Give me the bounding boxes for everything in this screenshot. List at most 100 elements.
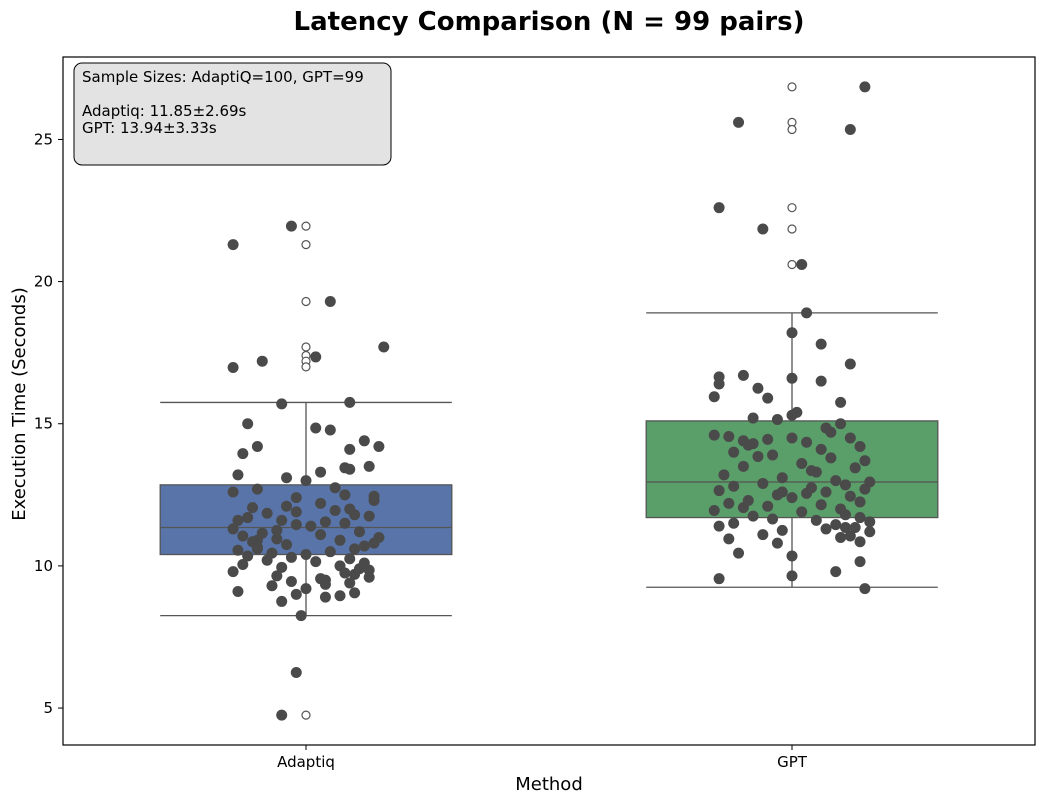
adaptiq-data-point (281, 472, 293, 484)
adaptiq-data-point (315, 497, 327, 509)
gpt-data-point (767, 449, 779, 461)
gpt-data-point (728, 480, 740, 492)
gpt-data-point (708, 429, 720, 441)
gpt-data-point (820, 486, 832, 498)
adaptiq-data-point (237, 530, 249, 542)
gpt-data-point (805, 465, 817, 477)
gpt-data-point (844, 432, 856, 444)
adaptiq-data-point (344, 463, 356, 475)
adaptiq-data-point (310, 556, 322, 568)
x-tick-label-gpt: GPT (777, 753, 808, 771)
chart-title: Latency Comparison (N = 99 pairs) (294, 7, 805, 37)
gpt-outlier-marker (787, 203, 797, 213)
gpt-data-point (776, 486, 788, 498)
gpt-data-point (713, 378, 725, 390)
adaptiq-box (159, 484, 453, 556)
adaptiq-data-point (324, 546, 336, 558)
gpt-data-point (859, 483, 871, 495)
gpt-data-point (786, 409, 798, 421)
gpt-data-point (815, 499, 827, 511)
adaptiq-data-point (300, 549, 312, 561)
annotation-line: GPT: 13.94±3.33s (82, 119, 217, 137)
adaptiq-data-point (349, 587, 361, 599)
adaptiq-data-point (363, 571, 375, 583)
annotation-line: Adaptiq: 11.85±2.69s (82, 102, 247, 120)
gpt-data-point (728, 446, 740, 458)
gpt-data-point (708, 504, 720, 516)
adaptiq-data-point (227, 523, 239, 535)
gpt-data-point (728, 517, 740, 529)
adaptiq-data-point (242, 418, 254, 430)
gpt-data-point (844, 490, 856, 502)
adaptiq-data-point (329, 482, 341, 494)
adaptiq-data-point (368, 490, 380, 502)
gpt-data-point (835, 396, 847, 408)
gpt-outlier-marker (787, 224, 797, 234)
adaptiq-data-point (242, 512, 254, 524)
y-tick-label: 15 (34, 415, 53, 433)
adaptiq-data-point (281, 539, 293, 551)
adaptiq-data-point (344, 577, 356, 589)
adaptiq-outlier-marker (301, 240, 311, 250)
plot-area (159, 81, 939, 721)
adaptiq-data-point (373, 440, 385, 452)
adaptiq-outlier-marker (301, 710, 311, 720)
adaptiq-data-point (290, 492, 302, 504)
adaptiq-data-point (305, 520, 317, 532)
gpt-outlier-marker (787, 124, 797, 135)
adaptiq-data-point (271, 570, 283, 582)
gpt-data-point (771, 537, 783, 549)
adaptiq-data-point (353, 526, 365, 538)
adaptiq-data-point (339, 567, 351, 579)
adaptiq-data-point (344, 443, 356, 455)
gpt-data-point (737, 460, 749, 472)
y-tick-label: 5 (43, 699, 53, 717)
adaptiq-data-point (290, 667, 302, 679)
adaptiq-data-point (329, 504, 341, 516)
gpt-data-point (796, 506, 808, 518)
gpt-data-point (859, 583, 871, 595)
gpt-data-point (859, 455, 871, 467)
adaptiq-data-point (324, 424, 336, 436)
adaptiq-data-point (334, 590, 346, 602)
gpt-data-point (723, 533, 735, 545)
gpt-data-point (825, 452, 837, 464)
adaptiq-data-point (281, 500, 293, 512)
annotation-line: Sample Sizes: AdaptiQ=100, GPT=99 (82, 68, 364, 86)
gpt-outlier-marker (787, 259, 797, 270)
adaptiq-data-point (227, 566, 239, 578)
adaptiq-data-point (363, 460, 375, 472)
adaptiq-data-point (266, 580, 278, 592)
adaptiq-data-point (339, 517, 351, 529)
axes: 5 10 15 20 25 Adaptiq GPT (34, 56, 1036, 771)
gpt-data-point (844, 123, 856, 135)
gpt-data-point (844, 358, 856, 370)
gpt-data-point (737, 502, 749, 514)
gpt-data-point (854, 512, 866, 524)
adaptiq-data-point (378, 341, 390, 353)
adaptiq-data-point (334, 534, 346, 546)
adaptiq-data-point (363, 510, 375, 522)
gpt-data-point (723, 497, 735, 509)
adaptiq-data-point (315, 466, 327, 478)
gpt-data-point (762, 433, 774, 445)
gpt-data-point (752, 382, 764, 394)
y-tick-label: 20 (34, 273, 53, 291)
adaptiq-data-point (310, 422, 322, 434)
adaptiq-data-point (256, 355, 268, 367)
gpt-data-point (796, 458, 808, 470)
gpt-data-point (844, 530, 856, 542)
adaptiq-data-point (276, 709, 288, 721)
adaptiq-data-point (247, 502, 259, 514)
gpt-data-point (786, 570, 798, 582)
gpt-data-point (859, 81, 871, 93)
y-tick-label: 25 (34, 130, 53, 148)
gpt-data-point (839, 509, 851, 521)
adaptiq-data-point (251, 534, 263, 546)
adaptiq-data-point (295, 610, 307, 622)
adaptiq-data-point (349, 568, 361, 580)
plot-frame (62, 56, 1036, 746)
gpt-data-point (815, 443, 827, 455)
adaptiq-data-point (319, 591, 331, 603)
